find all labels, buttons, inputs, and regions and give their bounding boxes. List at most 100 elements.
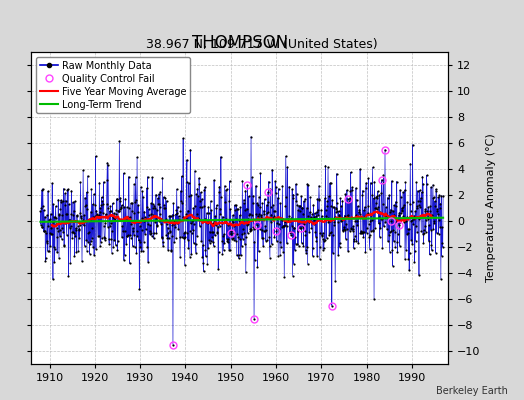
Point bbox=[127, 220, 136, 227]
Point bbox=[139, 194, 147, 200]
Point bbox=[428, 247, 436, 254]
Point bbox=[372, 194, 380, 200]
Point bbox=[412, 203, 421, 210]
Point bbox=[241, 188, 249, 194]
Point bbox=[108, 200, 117, 207]
Point bbox=[89, 244, 97, 250]
Point bbox=[375, 192, 384, 198]
Point bbox=[307, 225, 315, 231]
Point bbox=[208, 234, 216, 240]
Point bbox=[210, 177, 219, 183]
Point bbox=[311, 228, 320, 235]
Point bbox=[432, 188, 441, 194]
Point bbox=[246, 226, 255, 233]
Point bbox=[204, 245, 212, 251]
Point bbox=[386, 209, 395, 215]
Point bbox=[177, 188, 185, 194]
Point bbox=[269, 207, 278, 214]
Point bbox=[303, 244, 311, 250]
Point bbox=[274, 252, 282, 259]
Point bbox=[254, 201, 263, 208]
Point bbox=[354, 203, 362, 209]
Point bbox=[307, 215, 315, 221]
Point bbox=[430, 217, 438, 224]
Point bbox=[198, 203, 206, 210]
Point bbox=[239, 196, 248, 203]
Point bbox=[160, 205, 169, 211]
Point bbox=[353, 218, 362, 224]
Point bbox=[235, 216, 244, 223]
Point bbox=[180, 262, 189, 268]
Point bbox=[343, 196, 352, 202]
Point bbox=[288, 222, 296, 229]
Point bbox=[124, 217, 132, 224]
Point bbox=[322, 213, 330, 220]
Point bbox=[234, 255, 243, 262]
Point bbox=[307, 214, 315, 220]
Point bbox=[423, 216, 432, 222]
Point bbox=[289, 260, 298, 267]
Point bbox=[245, 210, 254, 217]
Point bbox=[165, 213, 173, 219]
Point bbox=[276, 200, 285, 206]
Point bbox=[64, 201, 73, 208]
Point bbox=[155, 191, 163, 197]
Point bbox=[373, 192, 381, 199]
Point bbox=[83, 206, 92, 212]
Point bbox=[143, 244, 151, 250]
Point bbox=[298, 240, 306, 246]
Point bbox=[160, 201, 168, 208]
Point bbox=[149, 205, 158, 211]
Point bbox=[294, 243, 303, 249]
Point bbox=[382, 204, 390, 210]
Point bbox=[154, 195, 162, 202]
Point bbox=[166, 213, 174, 219]
Point bbox=[79, 222, 88, 229]
Point bbox=[370, 205, 379, 211]
Point bbox=[359, 229, 367, 235]
Point bbox=[373, 206, 381, 213]
Point bbox=[218, 238, 226, 244]
Point bbox=[146, 228, 155, 234]
Point bbox=[389, 208, 397, 214]
Point bbox=[430, 194, 438, 200]
Point bbox=[261, 238, 270, 244]
Point bbox=[168, 222, 177, 229]
Point bbox=[228, 235, 237, 241]
Point bbox=[403, 231, 411, 237]
Point bbox=[355, 211, 364, 217]
Point bbox=[137, 227, 146, 234]
Point bbox=[342, 221, 351, 227]
Point bbox=[117, 202, 126, 209]
Point bbox=[380, 212, 389, 218]
Point bbox=[289, 191, 298, 198]
Point bbox=[381, 219, 389, 225]
Point bbox=[245, 212, 254, 218]
Point bbox=[390, 228, 399, 235]
Point bbox=[57, 197, 65, 203]
Point bbox=[107, 220, 115, 226]
Point bbox=[119, 170, 128, 176]
Point bbox=[336, 195, 345, 202]
Point bbox=[67, 188, 75, 194]
Point bbox=[60, 202, 69, 208]
Point bbox=[189, 205, 198, 211]
Point bbox=[377, 177, 386, 183]
Point bbox=[383, 213, 391, 219]
Point bbox=[185, 253, 194, 260]
Point bbox=[260, 208, 268, 214]
Point bbox=[418, 212, 426, 219]
Point bbox=[231, 207, 239, 214]
Point bbox=[358, 192, 367, 198]
Point bbox=[184, 208, 192, 214]
Point bbox=[266, 254, 274, 261]
Point bbox=[55, 255, 63, 262]
Point bbox=[424, 204, 433, 210]
Point bbox=[193, 233, 201, 240]
Point bbox=[310, 221, 318, 227]
Point bbox=[168, 211, 177, 218]
Point bbox=[326, 230, 334, 236]
Point bbox=[83, 247, 91, 254]
Point bbox=[80, 219, 89, 225]
Point bbox=[36, 208, 45, 214]
